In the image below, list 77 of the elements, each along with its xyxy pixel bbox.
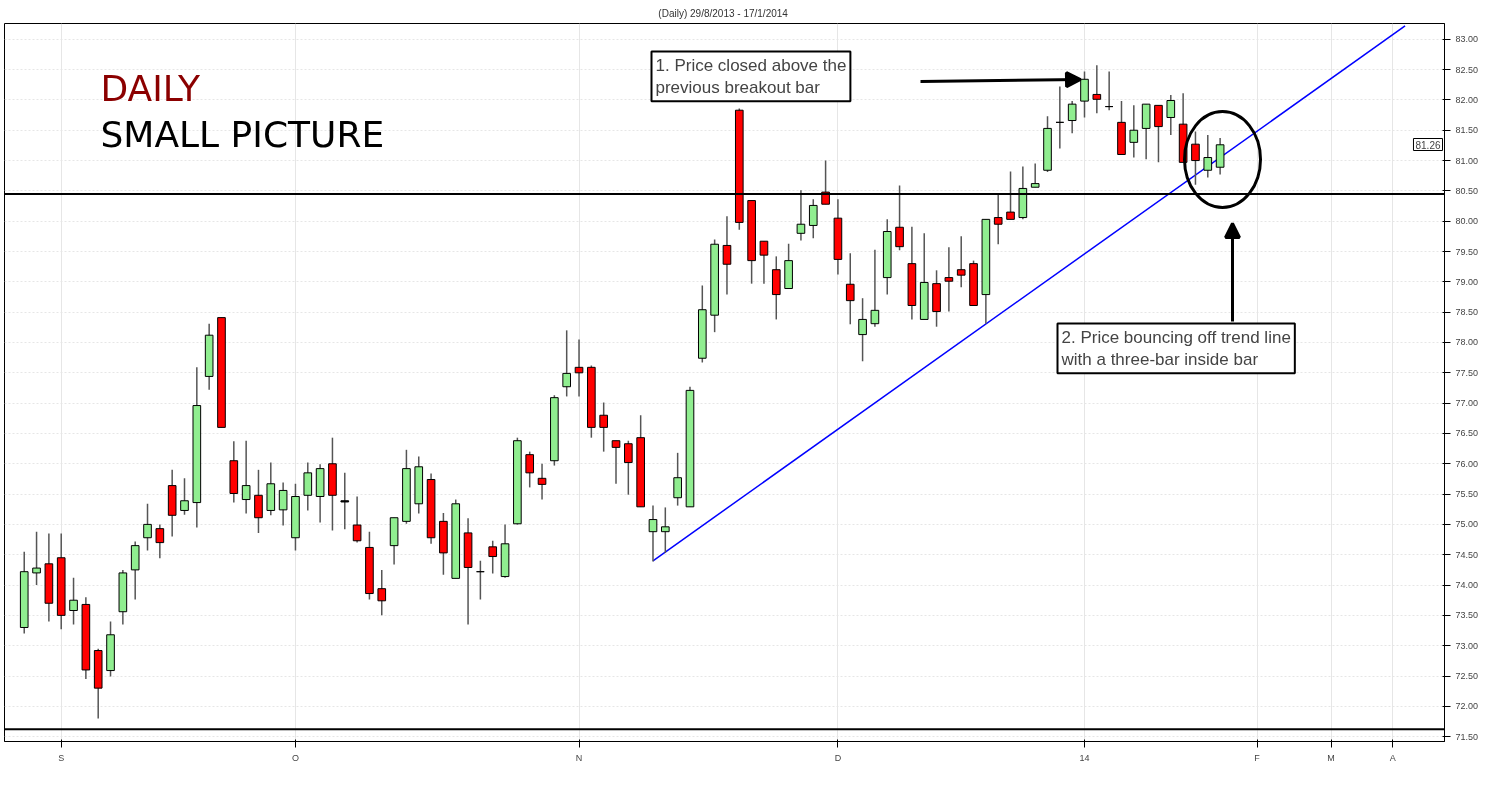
candlestick — [1067, 100, 1077, 135]
y-tick-label: 81.50 — [1455, 125, 1479, 136]
y-tick-label: 78.00 — [1455, 337, 1479, 348]
candlestick — [254, 469, 263, 534]
candlestick — [1030, 162, 1040, 188]
candlestick — [1129, 104, 1139, 159]
y-tick-label: 83.00 — [1455, 34, 1479, 45]
annotation: 2. Price bouncing off trend line with a three-bar inside bar — [1060, 327, 1291, 370]
x-tick-label: O — [291, 752, 299, 763]
x-tick-label: D — [834, 752, 842, 763]
y-tick-label: 79.00 — [1455, 276, 1479, 287]
candlestick — [611, 439, 621, 485]
y-tick-label: 77.00 — [1455, 398, 1479, 409]
candlestick — [377, 569, 387, 617]
candlestick — [278, 481, 288, 527]
y-tick-label: 73.50 — [1455, 610, 1479, 621]
chart-title: (Daily) 29/8/2013 - 17/1/2014 — [658, 7, 789, 19]
y-tick-label: 73.00 — [1455, 640, 1479, 651]
y-tick-label: 71.50 — [1455, 731, 1479, 742]
candlestick — [488, 540, 498, 575]
candlestick — [537, 463, 547, 501]
y-tick-label: 82.00 — [1455, 94, 1479, 105]
y-tick-label: 80.00 — [1455, 216, 1479, 227]
y-tick-label: 79.50 — [1455, 246, 1479, 257]
y-tick-label: 77.50 — [1455, 367, 1479, 378]
y-tick-label: 72.00 — [1455, 701, 1479, 712]
candlestick — [155, 523, 165, 560]
x-tick-label: N — [575, 752, 583, 763]
candlestick — [241, 439, 251, 515]
candlestick — [722, 215, 732, 296]
candlestick — [648, 504, 658, 563]
x-tick-label: S — [58, 752, 65, 763]
annotation: DAILY — [100, 67, 202, 109]
y-tick-label: 75.00 — [1455, 519, 1479, 530]
y-tick-label: 75.50 — [1455, 489, 1479, 500]
candlestick — [340, 472, 350, 530]
y-tick-label: 74.50 — [1455, 549, 1479, 560]
candlestick — [1092, 64, 1102, 114]
candlestick — [1154, 104, 1163, 164]
candlestick — [944, 246, 954, 313]
y-tick-label: 72.50 — [1455, 671, 1479, 682]
annotation: 81.26 — [1415, 139, 1441, 151]
candlestick — [624, 439, 633, 496]
candlestick — [845, 252, 855, 326]
x-tick-label: 14 — [1079, 752, 1090, 763]
candlestick — [673, 452, 682, 507]
candlestick — [858, 297, 867, 363]
candlestick — [32, 530, 41, 586]
x-tick-label: A — [1389, 752, 1396, 763]
candlestick — [69, 577, 78, 626]
candlestick — [870, 248, 880, 328]
candlestick — [956, 235, 966, 289]
y-tick-label: 76.50 — [1455, 428, 1479, 439]
y-tick-label: 81.00 — [1455, 155, 1479, 166]
candlestick — [1215, 137, 1225, 176]
candlestick — [1166, 94, 1176, 136]
candlestick — [525, 450, 535, 489]
y-tick-label: 80.50 — [1455, 185, 1479, 196]
y-tick-label: 82.50 — [1455, 64, 1479, 75]
candlestick — [180, 477, 189, 516]
y-tick-label: 76.00 — [1455, 458, 1479, 469]
candlestick — [143, 503, 152, 552]
candlestick — [1191, 130, 1200, 186]
annotation: 1. Price closed above the previous breakout bar — [655, 55, 847, 98]
annotation: SMALL PICTURE — [100, 113, 385, 155]
candlestick — [303, 461, 313, 512]
candlestick — [1203, 134, 1213, 179]
candlestick — [808, 198, 818, 239]
y-tick-label: 74.00 — [1455, 580, 1479, 591]
y-tick-label: 78.50 — [1455, 307, 1479, 318]
candlestick — [661, 506, 670, 554]
candlestick — [599, 401, 608, 453]
candlestick — [562, 329, 572, 398]
x-tick-label: M — [1327, 752, 1335, 763]
candlestick — [759, 240, 769, 285]
x-tick-label: F — [1254, 752, 1261, 763]
candlestick — [352, 495, 362, 544]
